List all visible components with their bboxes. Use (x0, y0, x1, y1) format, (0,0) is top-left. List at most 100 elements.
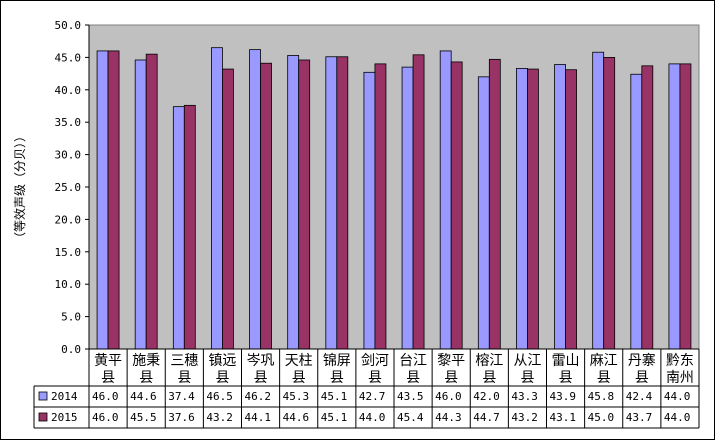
y-tick-label: 45.0 (55, 51, 82, 64)
data-label: 45.3 (283, 390, 310, 403)
category-label: 县 (635, 370, 649, 386)
bar-2015 (145, 53, 158, 350)
data-label: 44.6 (130, 390, 157, 403)
y-axis-title: （等效声级（分贝）） (12, 130, 27, 244)
bar-2014 (401, 66, 414, 350)
y-tick-label: 25.0 (55, 181, 82, 194)
data-label: 45.1 (321, 411, 348, 424)
category-label: 天柱 (285, 353, 313, 369)
bar-2015 (603, 57, 616, 350)
category-label: 县 (292, 370, 306, 386)
category-label: 剑河 (361, 353, 389, 369)
data-label: 45.5 (130, 411, 157, 424)
data-label: 46.0 (92, 411, 119, 424)
bar-2015 (488, 58, 501, 350)
data-label: 43.9 (550, 390, 577, 403)
bar-2014 (249, 49, 261, 350)
category-label: 黔东 (666, 353, 694, 369)
data-label: 46.0 (435, 390, 462, 403)
data-label: 46.5 (206, 390, 233, 403)
data-label: 43.1 (550, 411, 577, 424)
data-label: 45.8 (588, 390, 615, 403)
bar-2014 (172, 106, 185, 350)
legend-label: 2014 (51, 390, 78, 403)
bar-2015 (298, 59, 311, 350)
data-label: 43.2 (511, 411, 538, 424)
legend-swatch-2015 (38, 412, 48, 422)
category-label: 县 (101, 370, 115, 386)
legend-swatch-2014 (38, 391, 48, 401)
data-label: 37.4 (168, 390, 195, 403)
bar-2015 (641, 65, 654, 350)
category-label: 岑巩 (247, 353, 275, 369)
category-label: 雷山 (552, 353, 580, 369)
category-label: 黄平 (94, 352, 122, 369)
category-label: 县 (330, 370, 344, 386)
bar-2014 (325, 56, 338, 350)
data-label: 44.1 (245, 411, 272, 424)
category-label: 锦屏 (323, 352, 351, 369)
data-label: 44.0 (664, 411, 691, 424)
category-label: 镇远 (208, 353, 236, 369)
category-label: 榕江 (475, 353, 503, 369)
y-tick-label: 10.0 (55, 278, 82, 291)
data-label: 44.0 (359, 411, 386, 424)
data-label: 42.4 (626, 390, 653, 403)
category-label: 县 (254, 370, 268, 386)
category-label: 丹寨 (628, 352, 656, 369)
bar-2014 (554, 64, 566, 350)
category-label: 县 (215, 370, 229, 386)
y-tick-label: 35.0 (55, 116, 82, 129)
y-tick-label: 0.0 (61, 343, 81, 356)
category-label: 三穗 (170, 353, 198, 369)
bar-2015 (260, 62, 272, 350)
bar-2015 (374, 63, 387, 350)
category-label: 县 (520, 370, 534, 386)
category-label: 台江 (399, 353, 427, 369)
bar-2014 (439, 50, 452, 350)
bar-2014 (363, 71, 376, 350)
bar-2015 (565, 69, 577, 350)
bar-2015 (107, 50, 120, 350)
y-tick-label: 30.0 (55, 149, 82, 162)
data-label: 37.6 (168, 411, 195, 424)
bar-2014 (96, 50, 109, 350)
bar-2014 (477, 76, 490, 350)
bar-2014 (287, 55, 300, 350)
category-label: 从江 (513, 353, 541, 369)
legend-label: 2015 (51, 411, 78, 424)
category-label: 黎平 (437, 353, 465, 369)
data-label: 45.0 (588, 411, 615, 424)
category-label: 县 (139, 370, 153, 386)
data-label: 45.1 (321, 390, 348, 403)
bar-2014 (516, 68, 528, 350)
data-label: 45.4 (397, 411, 424, 424)
category-label: 县 (406, 370, 420, 386)
bar-2014 (211, 47, 223, 350)
category-label: 县 (559, 370, 573, 386)
data-label: 44.7 (473, 411, 500, 424)
data-label: 46.2 (245, 390, 272, 403)
data-label: 42.0 (473, 390, 500, 403)
data-label: 44.3 (435, 411, 462, 424)
category-label: 县 (597, 370, 611, 386)
y-tick-label: 50.0 (55, 19, 82, 32)
bar-2015 (527, 68, 539, 350)
category-label: 县 (368, 370, 382, 386)
category-label: 县 (444, 370, 458, 386)
data-label: 43.3 (511, 390, 538, 403)
data-label: 42.7 (359, 390, 386, 403)
category-label: 县 (482, 370, 496, 386)
bar-2014 (668, 63, 681, 350)
bar-2014 (134, 59, 147, 350)
data-label: 44.6 (283, 411, 310, 424)
bar-2015 (336, 56, 349, 350)
bar-2014 (592, 51, 605, 350)
bar-2015 (412, 54, 425, 350)
bar-2015 (679, 63, 692, 350)
bar-2015 (183, 104, 196, 350)
bar-2015 (450, 61, 463, 350)
y-tick-label: 5.0 (61, 311, 81, 324)
y-tick-label: 20.0 (55, 213, 82, 226)
